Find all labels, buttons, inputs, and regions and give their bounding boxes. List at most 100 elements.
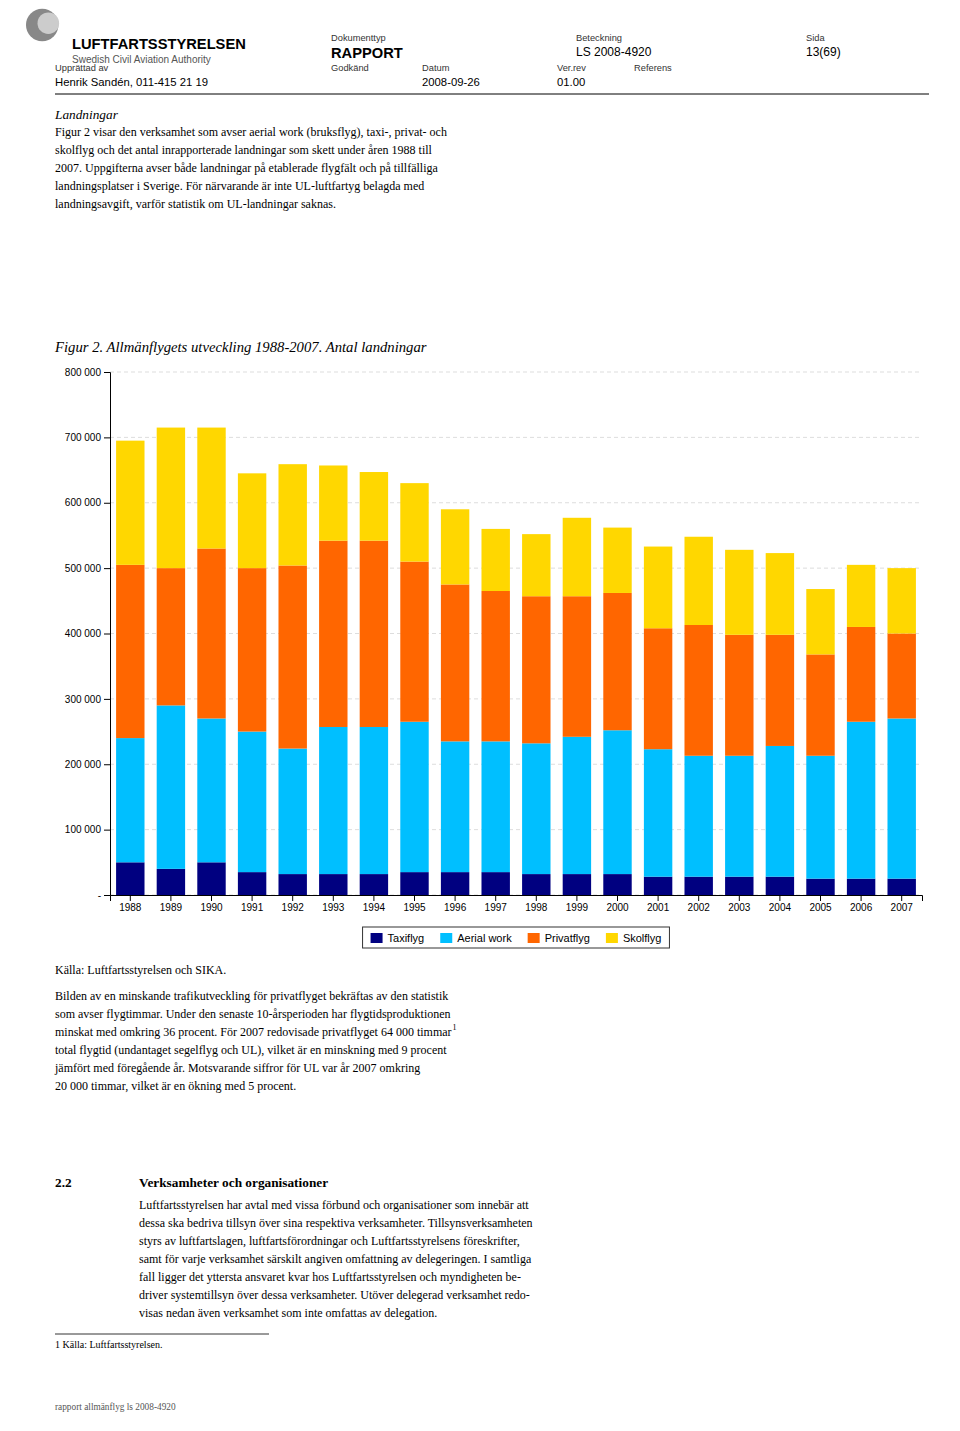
bar xyxy=(603,593,631,730)
bar xyxy=(806,654,834,755)
bars xyxy=(116,428,916,895)
bar xyxy=(319,465,347,540)
legend-swatch xyxy=(371,933,383,943)
bar xyxy=(684,756,712,877)
header-label: Datum xyxy=(422,63,450,73)
header-label: Dokumenttyp xyxy=(331,33,386,43)
legend-item: Taxiflyg xyxy=(371,932,425,944)
tick-mark xyxy=(252,895,253,901)
tick-mark xyxy=(333,895,334,901)
header-value: 13(69) xyxy=(806,45,841,59)
bar xyxy=(806,879,834,895)
bar xyxy=(278,566,306,749)
tick: 1988 xyxy=(119,895,142,913)
body-title: Landningar xyxy=(54,107,119,122)
tick-label: 2007 xyxy=(891,902,914,913)
text-line: fall ligger det yttersta ansvaret kvar h… xyxy=(139,1270,521,1284)
bar xyxy=(481,529,509,591)
tick-label: 2003 xyxy=(728,902,751,913)
tick-mark xyxy=(414,895,415,901)
tick-mark xyxy=(536,895,537,901)
tick: 1990 xyxy=(200,895,223,913)
bar xyxy=(847,879,875,895)
bar xyxy=(360,472,388,541)
axis-line xyxy=(104,373,111,896)
legend-swatch xyxy=(606,933,618,943)
bar xyxy=(766,635,794,746)
bar xyxy=(684,537,712,625)
header-value: 01.00 xyxy=(557,76,585,88)
bar xyxy=(847,722,875,879)
tick: 1997 xyxy=(485,895,508,913)
bar xyxy=(603,730,631,874)
bar xyxy=(481,872,509,895)
bar xyxy=(116,738,144,862)
tick-mark xyxy=(373,895,374,901)
grid-line xyxy=(110,502,922,503)
y-axis: -100 000200 000300 000400 000500 000600 … xyxy=(65,367,111,901)
grid-line xyxy=(110,568,922,569)
tick-mark xyxy=(901,895,902,901)
bar xyxy=(644,749,672,876)
bar xyxy=(481,741,509,872)
tick: 400 000 xyxy=(65,628,110,639)
bar xyxy=(887,634,915,719)
tick-label: 2004 xyxy=(769,902,792,913)
bar xyxy=(238,872,266,895)
bar xyxy=(806,589,834,654)
footer: rapport allmänflyg ls 2008-4920 xyxy=(55,1402,176,1412)
body-text: Figur 2 visar den verksamhet som avser a… xyxy=(55,125,447,211)
tick-mark xyxy=(820,895,821,901)
axis-line xyxy=(111,896,923,902)
tick: 2000 xyxy=(606,895,629,913)
bar xyxy=(319,541,347,727)
header: LUFTFARTSSTYRELSENSwedish Civil Aviation… xyxy=(26,9,929,94)
tick-label: 400 000 xyxy=(65,628,102,639)
bar xyxy=(238,473,266,568)
legend-frame xyxy=(363,927,670,948)
bar xyxy=(441,509,469,584)
tick-label: 1998 xyxy=(525,902,548,913)
tick: 1999 xyxy=(566,895,589,913)
tick-mark xyxy=(211,895,212,901)
tick-mark xyxy=(576,895,577,901)
bar xyxy=(563,518,591,596)
tick-mark xyxy=(495,895,496,901)
header-label: Upprättad av xyxy=(55,63,109,73)
tick-mark xyxy=(104,764,110,765)
grid-line xyxy=(110,698,922,699)
legend-swatch xyxy=(440,933,452,943)
text-line: samt för varje verksamhet särskilt angiv… xyxy=(139,1252,532,1266)
header-value: 2008-09-26 xyxy=(422,76,480,88)
grid-line xyxy=(110,372,922,373)
tick-mark xyxy=(104,372,110,373)
footnote: 1 Källa: Luftfartsstyrelsen. xyxy=(55,1339,162,1350)
bar xyxy=(400,872,428,895)
legend-item: Privatflyg xyxy=(528,932,590,944)
tick: - xyxy=(98,890,110,901)
tick-label: 800 000 xyxy=(65,367,102,378)
org-name: LUFTFARTSSTYRELSEN xyxy=(72,36,246,52)
tick-label: 2005 xyxy=(809,902,832,913)
bar xyxy=(644,877,672,895)
bar xyxy=(887,879,915,895)
tick: 200 000 xyxy=(65,759,110,770)
bar xyxy=(725,877,753,895)
bar xyxy=(441,741,469,872)
text-line: landningsavgift, varför statistik om UL-… xyxy=(55,197,336,211)
grid-line xyxy=(110,437,922,438)
bar xyxy=(360,541,388,727)
bar xyxy=(847,565,875,627)
logo-circle xyxy=(38,12,60,34)
tick-label: 1993 xyxy=(322,902,345,913)
bar xyxy=(563,737,591,874)
bar xyxy=(157,568,185,705)
text-line: dessa ska bedriva tillsyn över sina resp… xyxy=(139,1216,533,1230)
text-line: visas nedan även verksamhet som inte omf… xyxy=(139,1306,437,1320)
bar xyxy=(684,877,712,895)
grid-line xyxy=(110,829,922,830)
bar xyxy=(847,627,875,722)
tick-label: 1994 xyxy=(363,902,386,913)
bar xyxy=(725,550,753,635)
tick-label: 600 000 xyxy=(65,497,102,508)
